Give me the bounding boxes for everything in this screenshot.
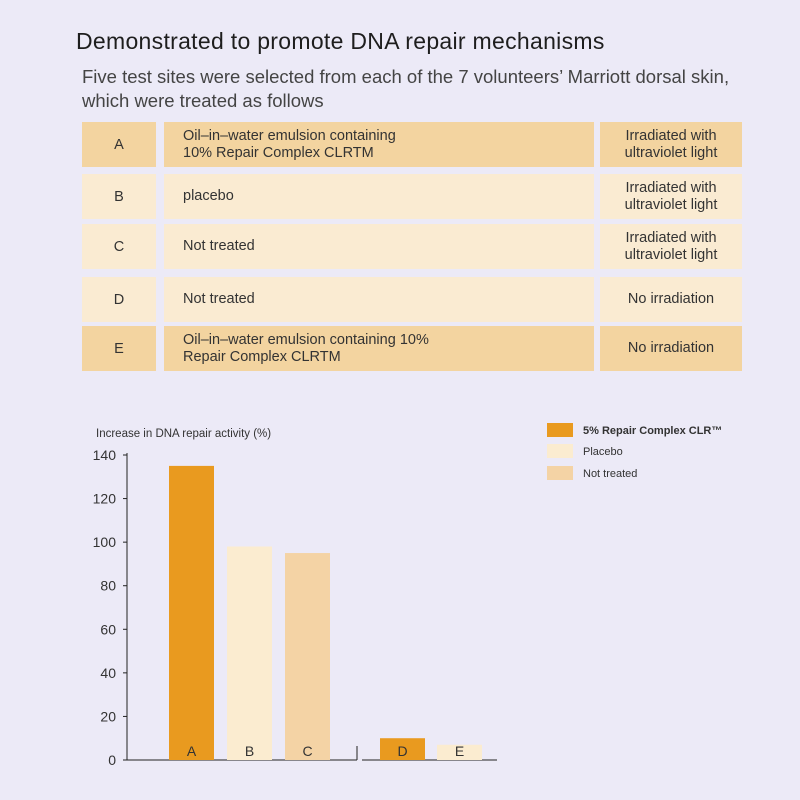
legend-label: 5% Repair Complex CLR™ [583,425,722,437]
irradiation-cell: No irradiation [600,326,742,371]
x-tick-label: B [245,743,254,759]
irradiation-cell: Irradiated with ultraviolet light [600,122,742,167]
y-tick-label: 40 [100,665,116,681]
bar-c [285,553,330,760]
table-row: D Not treated No irradiation [82,277,742,322]
y-tick-label: 20 [100,708,116,724]
bar-b [227,546,272,760]
bar-e [437,744,482,760]
y-tick-label: 100 [93,534,117,550]
irradiation-cell: Irradiated with ultraviolet light [600,174,742,219]
bar-d [380,738,425,760]
x-tick-label: D [397,743,407,759]
dna-repair-bar-chart: Increase in DNA repair activity (%) 0 20 40… [93,423,722,768]
legend-swatch [547,423,573,437]
page-subtitle: Five test sites were selected from each … [82,66,730,111]
legend-swatch [547,466,573,480]
site-cell: B [82,174,156,219]
treatment-cell: Oil–in–water emulsion containing 10% Repa… [164,122,594,167]
site-cell: E [82,326,156,371]
page-title: Demonstrated to promote DNA repair mecha… [76,28,605,54]
site-cell: D [82,277,156,322]
table-row: C Not treated Irradiated with ultraviolet l… [82,224,742,269]
y-tick-label: 60 [100,621,116,637]
treatment-cell: Oil–in–water emulsion containing 10% Repa… [164,326,594,371]
y-tick-label: 140 [93,447,117,463]
treatment-cell: Not treated [164,277,594,322]
y-tick-label: 120 [93,491,117,507]
legend-label: Not treated [583,468,637,480]
x-tick-label: A [187,743,197,759]
table-row: E Oil–in–water emulsion containing 10% Rep… [82,326,742,371]
x-tick-label: E [455,743,464,759]
site-cell: C [82,224,156,269]
irradiation-cell: Irradiated with ultraviolet light [600,224,742,269]
bar-a [169,465,214,760]
legend-swatch [547,444,573,458]
treatment-cell: Not treated [164,224,594,269]
table-row: A Oil–in–water emulsion containing 10% Rep… [82,122,742,167]
irradiation-cell: No irradiation [600,277,742,322]
y-tick-label: 80 [100,578,116,594]
y-axis-label: Increase in DNA repair activity (%) [96,428,271,440]
legend-label: Placebo [583,446,623,458]
treatment-cell: placebo [164,174,594,219]
site-cell: A [82,122,156,167]
x-tick-label: C [302,743,312,759]
y-tick-label: 0 [108,752,116,768]
